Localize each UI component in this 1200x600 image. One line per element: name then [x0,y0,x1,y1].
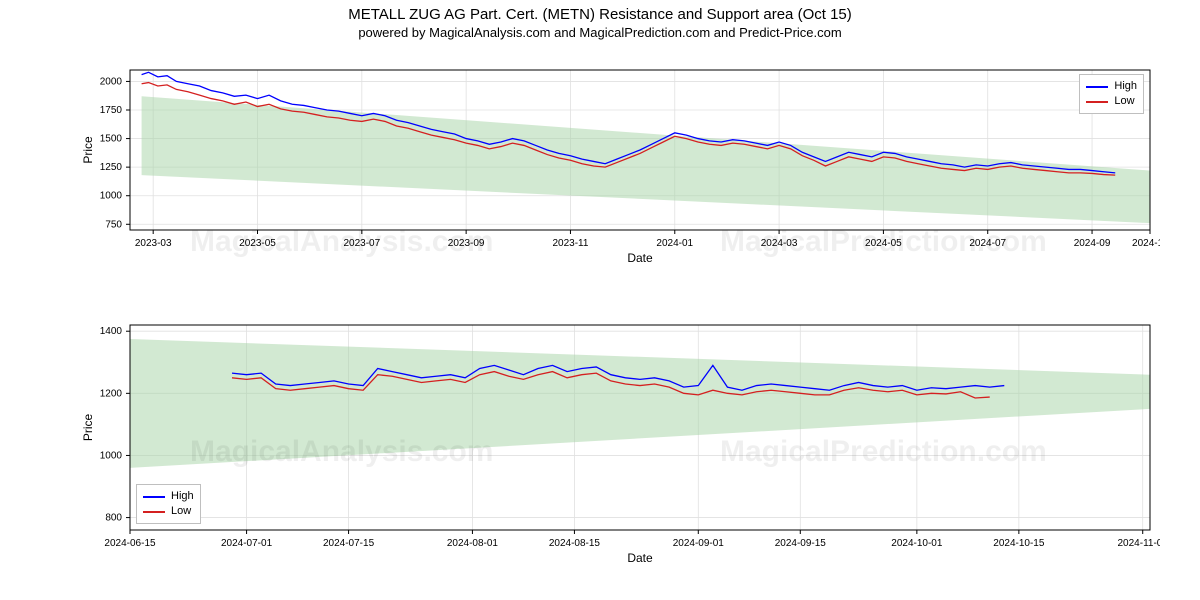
svg-text:2024-09-15: 2024-09-15 [775,538,827,549]
svg-text:750: 750 [105,219,122,230]
svg-text:2024-11: 2024-11 [1132,238,1160,249]
legend-swatch [143,496,165,498]
legend-item: High [1086,79,1137,94]
svg-text:2023-07: 2023-07 [343,238,380,249]
svg-text:2024-07-01: 2024-07-01 [221,538,273,549]
svg-text:Date: Date [627,551,653,565]
legend-item: Low [143,504,194,519]
chart-container: { "title": "METALL ZUG AG Part. Cert. (M… [0,0,1200,600]
svg-text:2024-09-01: 2024-09-01 [673,538,725,549]
svg-text:800: 800 [105,513,122,524]
legend-label: High [171,489,194,504]
svg-text:1250: 1250 [100,162,123,173]
chart-subtitle: powered by MagicalAnalysis.com and Magic… [0,23,1200,44]
svg-text:Price: Price [81,136,95,164]
chart-title: METALL ZUG AG Part. Cert. (METN) Resista… [0,0,1200,23]
legend-label: High [1114,79,1137,94]
svg-text:2024-07: 2024-07 [969,238,1006,249]
legend-label: Low [1114,94,1134,109]
legend: HighLow [1079,74,1144,114]
svg-text:1000: 1000 [100,191,123,202]
svg-text:2024-03: 2024-03 [761,238,798,249]
svg-text:2024-08-15: 2024-08-15 [549,538,601,549]
svg-text:1200: 1200 [100,388,123,399]
svg-text:1000: 1000 [100,450,123,461]
svg-text:1400: 1400 [100,326,123,337]
svg-text:2023-09: 2023-09 [448,238,485,249]
svg-text:2024-01: 2024-01 [656,238,693,249]
legend: HighLow [136,484,201,524]
svg-text:Date: Date [627,251,653,265]
legend-label: Low [171,504,191,519]
svg-text:1500: 1500 [100,134,123,145]
svg-text:2000: 2000 [100,76,123,87]
svg-text:2024-09: 2024-09 [1074,238,1111,249]
svg-text:2023-11: 2023-11 [552,238,588,249]
svg-text:2024-10-15: 2024-10-15 [993,538,1045,549]
svg-text:2024-08-01: 2024-08-01 [447,538,499,549]
legend-item: High [143,489,194,504]
svg-text:1750: 1750 [100,105,123,116]
svg-text:2024-10-01: 2024-10-01 [891,538,943,549]
legend-swatch [143,511,165,513]
legend-swatch [1086,101,1108,103]
legend-item: Low [1086,94,1137,109]
svg-text:2024-06-15: 2024-06-15 [104,538,156,549]
svg-text:2024-11-01: 2024-11-01 [1118,538,1160,549]
svg-text:2024-07-15: 2024-07-15 [323,538,375,549]
svg-text:2024-05: 2024-05 [865,238,902,249]
bottom-chart: 2024-06-15 2024-07-01 2024-07-15 2024-08-01… [80,315,1160,575]
top-chart: 2023-03 2023-05 2023-07 2023-09 2023-11 2024-… [80,60,1160,270]
svg-text:2023-03: 2023-03 [135,238,172,249]
svg-text:2023-05: 2023-05 [239,238,276,249]
svg-text:Price: Price [81,414,95,442]
legend-swatch [1086,86,1108,88]
